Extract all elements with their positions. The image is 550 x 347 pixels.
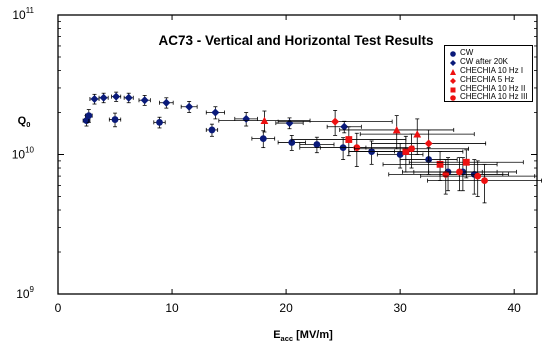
legend-marker-diamond-red [450,78,456,84]
x-axis-label-sub: acc [281,334,294,343]
x-tick-label: 40 [508,301,522,315]
data-point [124,93,133,102]
legend-item-cw: CW [448,48,533,58]
data-point [396,151,404,158]
legend-item-chechia-5hz: CHECHIA 5 Hz [448,75,533,85]
data-point [313,141,321,148]
data-point [260,116,269,124]
y-tick-label: 1010 [12,146,35,162]
data-point [402,148,410,155]
data-point [436,160,444,168]
x-tick-label: 10 [165,301,179,315]
data-point [112,92,121,101]
legend-marker-square-red [450,87,456,93]
x-tick-label: 0 [55,301,62,315]
data-point [85,112,93,120]
data-point [162,98,171,107]
data-point [340,122,349,131]
legend-marker-circle-red [450,95,456,101]
x-tick-label: 30 [393,301,407,315]
data-point [413,130,422,138]
legend-label: CHECHIA 10 Hz II [460,84,526,93]
y-tick-label: 1011 [12,6,34,22]
data-point [408,145,415,153]
legend-label: CHECHIA 10 Hz III [460,92,528,101]
y-axis-label-main: Q [18,115,27,127]
legend-label: CW [460,48,474,57]
data-point [185,102,194,111]
legend-item-chechia-10hz-i: CHECHIA 10 Hz I [448,66,533,76]
data-point [481,177,488,184]
data-point [345,136,353,143]
x-axis-label-main: E [273,329,280,341]
legend-marker-triangle-red [450,69,456,75]
data-point [90,94,99,103]
x-tick-label: 20 [279,301,293,315]
data-point [285,119,294,128]
x-axis-label: Eacc [MV/m] [273,329,333,343]
y-axis-label: Q0 [18,115,31,129]
legend-item-chechia-10hz-iii: CHECHIA 10 Hz III [448,92,533,102]
data-point [156,118,163,126]
legend-item-cw-after-20k: CW after 20K [448,57,533,67]
data-point [474,172,482,180]
data-point [211,108,220,117]
legend-label: CHECHIA 10 Hz I [460,66,524,75]
y-tick-label: 109 [16,285,34,301]
data-point [392,126,401,134]
data-point [208,126,216,134]
data-point [462,158,470,166]
data-point [456,168,463,176]
data-point [331,117,340,126]
legend-marker-diamond-navy [450,60,456,66]
data-point [111,116,119,123]
legend-label: CHECHIA 5 Hz [460,75,515,84]
legend-label: CW after 20K [460,57,509,66]
data-point [99,93,108,102]
data-point [424,139,433,148]
data-point [288,139,296,146]
chart-title: AC73 - Vertical and Horizontal Test Resu… [158,33,433,48]
y-axis-label-sub: 0 [26,120,30,129]
data-point [259,135,267,143]
legend-item-chechia-10hz-ii: CHECHIA 10 Hz II [448,84,533,94]
x-axis-label-unit: [MV/m] [293,329,333,341]
data-point [353,144,361,152]
legend-marker-circle-navy [450,51,456,57]
data-point [140,96,149,105]
legend: CW CW after 20K CHECHIA 10 Hz I CHECHIA … [444,45,533,102]
